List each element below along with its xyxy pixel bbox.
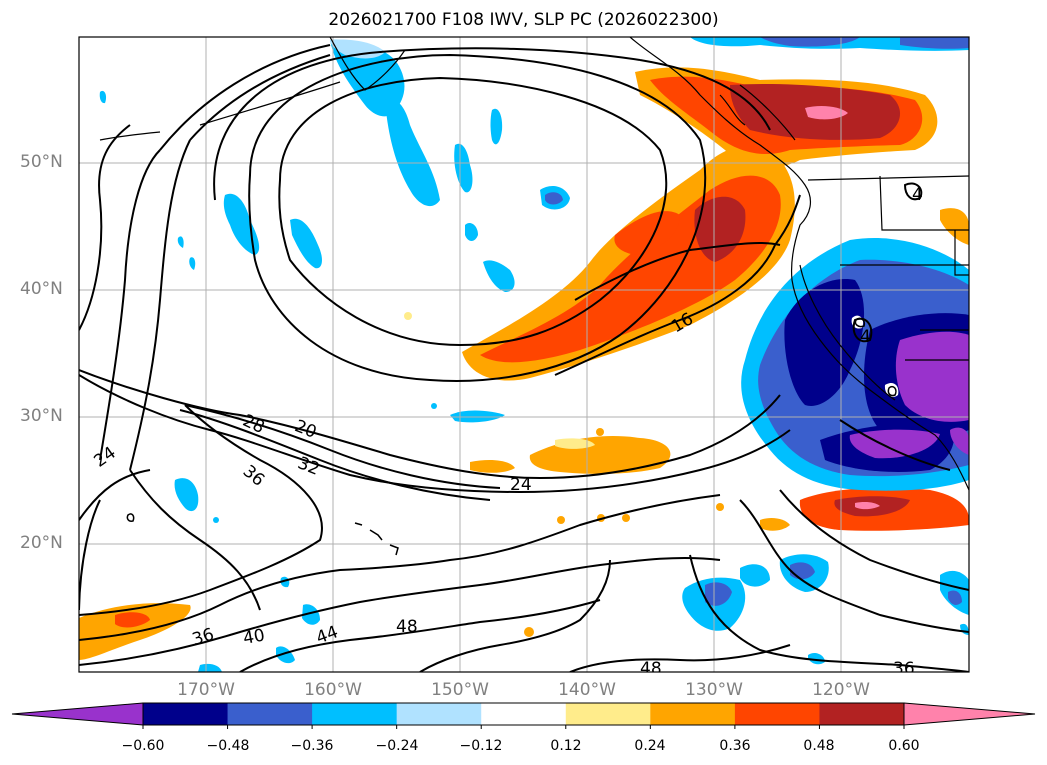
- colorbar-extend-high: [904, 703, 1035, 725]
- colorbar-bin: [396, 703, 482, 725]
- colorbar-bin: [819, 703, 905, 725]
- colorbar-bin: [481, 703, 567, 725]
- colorbar-bin: [565, 703, 651, 725]
- colorbar-tick-label: −0.48: [206, 738, 250, 754]
- lat-label: 50°N: [20, 152, 63, 172]
- contour-label: 4: [860, 327, 871, 347]
- colorbar-bin: [734, 703, 820, 725]
- lon-label: 120°W: [812, 680, 870, 700]
- colorbar-tick-label: −0.60: [121, 738, 165, 754]
- colorbar-bin: [312, 703, 398, 725]
- colorbar-bin: [650, 703, 736, 725]
- colorbar-tick-label: 0.24: [634, 738, 666, 754]
- contour-label: 40: [242, 625, 267, 648]
- contour-label: 36: [893, 659, 915, 679]
- contour-label: 48: [396, 617, 418, 637]
- lat-label: 20°N: [20, 533, 63, 553]
- colorbar-tick-label: 0.12: [550, 738, 582, 754]
- colorbar-tick-label: −0.12: [459, 738, 503, 754]
- lon-label: 130°W: [685, 680, 743, 700]
- colorbar-tick-label: −0.36: [290, 738, 334, 754]
- colorbar-bin: [143, 703, 229, 725]
- contour-label: 48: [640, 659, 662, 679]
- lon-label: 140°W: [558, 680, 616, 700]
- plot-frame: [78, 36, 970, 673]
- lon-label: 170°W: [177, 680, 235, 700]
- lat-label: 30°N: [20, 406, 63, 426]
- colorbar: [11, 702, 1036, 729]
- slp-contours: [79, 44, 969, 672]
- colorbar-extend-low: [12, 703, 143, 725]
- colorbar-tick-label: −0.24: [375, 738, 419, 754]
- map-title: 2026021700 F108 IWV, SLP PC (2026022300): [328, 10, 719, 30]
- colorbar-tick-label: 0.60: [888, 738, 920, 754]
- lon-label: 160°W: [304, 680, 362, 700]
- contour-label: 4: [912, 185, 923, 205]
- lat-label: 40°N: [20, 279, 63, 299]
- colorbar-tick-label: 0.48: [803, 738, 835, 754]
- iwv-anomaly-fill: [79, 37, 969, 672]
- lon-label: 150°W: [431, 680, 489, 700]
- colorbar-bin: [227, 703, 313, 725]
- contour-label: 24: [510, 475, 532, 495]
- colorbar-tick-label: 0.36: [719, 738, 751, 754]
